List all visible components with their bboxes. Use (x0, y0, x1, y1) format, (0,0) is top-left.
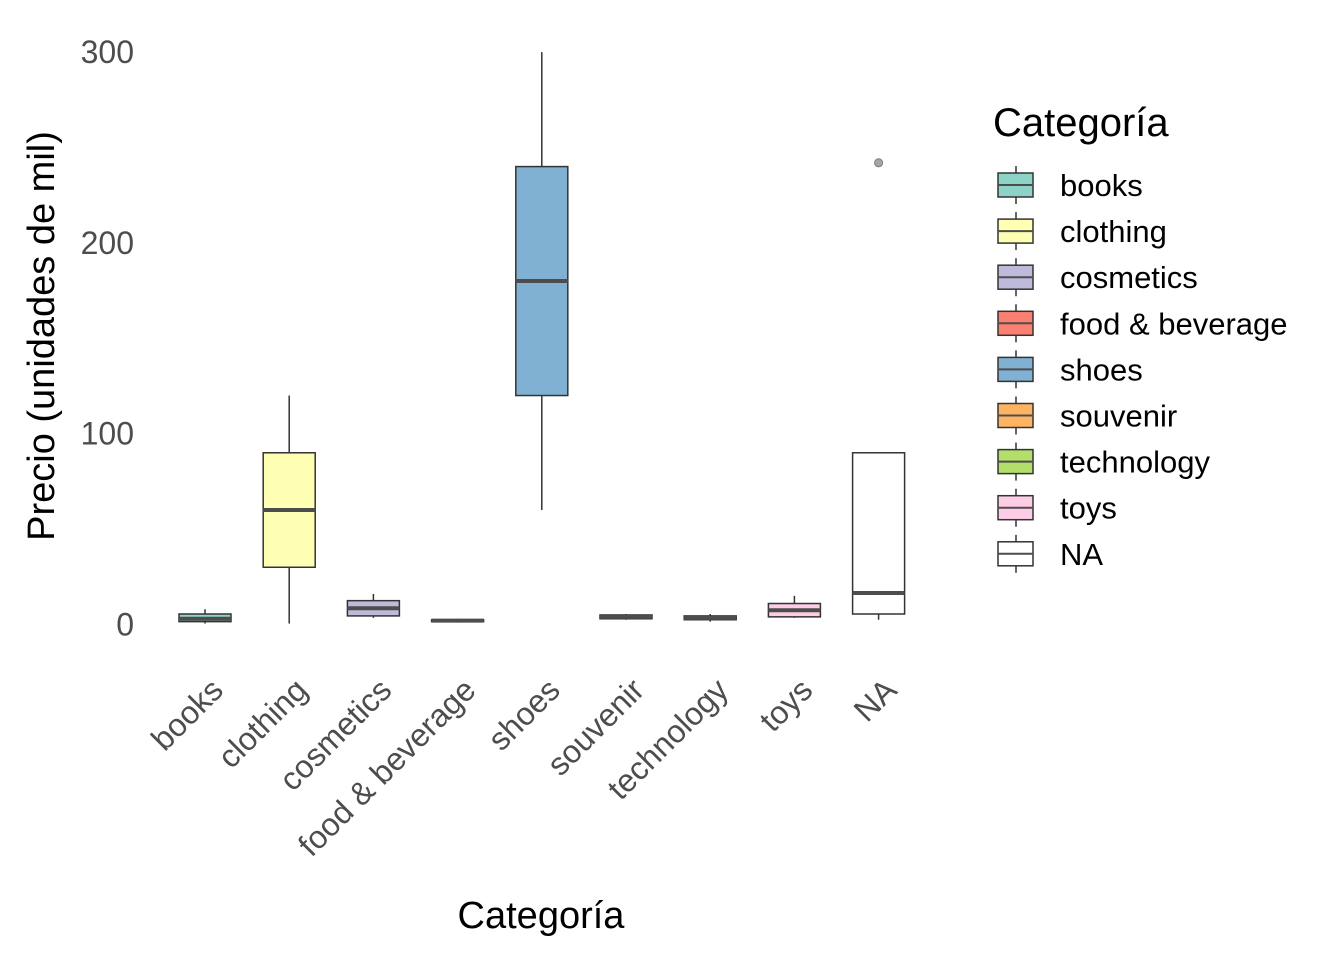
legend-label: cosmetics (1060, 260, 1198, 295)
x-axis-title: Categoría (458, 895, 626, 937)
outlier-point (874, 158, 884, 168)
legend-item: cosmetics (997, 258, 1198, 297)
legend-item: books (997, 166, 1143, 204)
legend-label: food & beverage (1060, 306, 1288, 341)
legend-item: clothing (997, 212, 1167, 251)
legend: Categoría books clothing cosmetics food & b… (993, 101, 1288, 573)
legend-label: clothing (1060, 214, 1167, 249)
box-0 (178, 609, 232, 624)
legend-label: shoes (1060, 352, 1143, 387)
legend-item: shoes (997, 350, 1143, 389)
legend-item: souvenir (997, 396, 1177, 435)
legend-label: NA (1060, 537, 1103, 572)
legend-label: books (1060, 168, 1143, 203)
y-tick-label: 300 (81, 34, 134, 70)
legend-item: toys (997, 488, 1117, 527)
x-tick-label: NA (847, 671, 904, 728)
legend-item: technology (997, 442, 1210, 481)
legend-label: toys (1060, 491, 1117, 526)
box-8 (851, 158, 906, 620)
y-axis-ticks: 0 100 200 300 (81, 34, 134, 642)
box-6 (683, 614, 737, 622)
box-7 (767, 595, 822, 618)
box-5 (599, 614, 653, 620)
box-2 (346, 593, 401, 618)
boxes (178, 52, 906, 624)
box-1 (262, 395, 316, 624)
y-tick-label: 0 (116, 607, 134, 643)
legend-label: technology (1060, 445, 1210, 480)
legend-title: Categoría (993, 101, 1169, 145)
legend-items: books clothing cosmetics food & beverage sho… (997, 166, 1288, 573)
y-axis-title: Precio (unidades de mil) (21, 131, 63, 541)
y-tick-label: 100 (81, 416, 134, 452)
x-tick-label: toys (752, 671, 819, 738)
box-body (851, 452, 906, 615)
box-4 (515, 52, 569, 511)
legend-item: NA (997, 534, 1103, 573)
legend-item: food & beverage (997, 304, 1288, 343)
box-3 (430, 618, 485, 623)
legend-label: souvenir (1060, 399, 1177, 434)
y-tick-label: 200 (81, 225, 134, 261)
